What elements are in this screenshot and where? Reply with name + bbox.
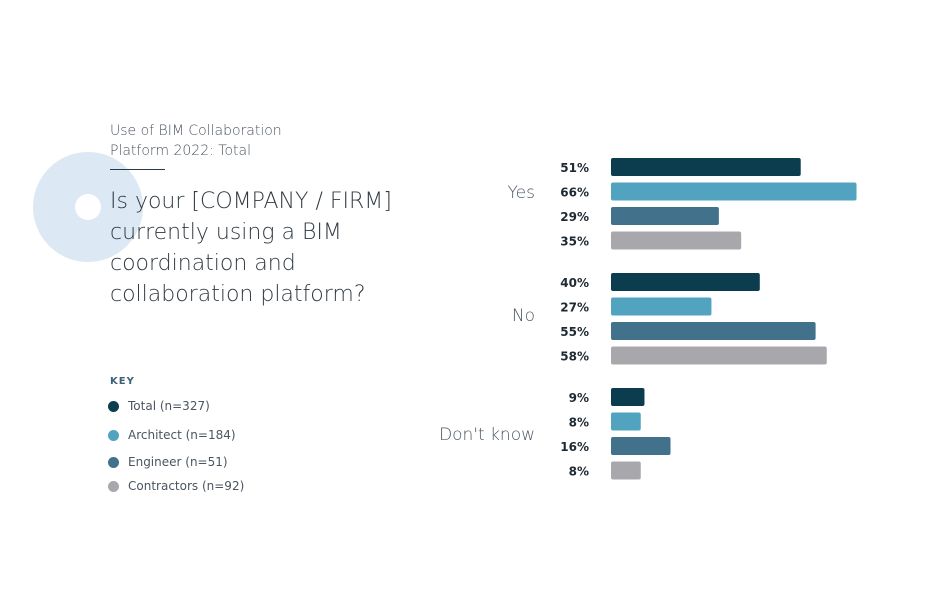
data-label: 16%: [560, 440, 589, 454]
legend-label: Architect (n=184): [128, 428, 236, 442]
decorative-circle-hole: [75, 194, 101, 220]
data-label: 35%: [560, 235, 589, 249]
data-label: 9%: [569, 391, 589, 405]
bar: [611, 207, 719, 225]
data-label: 8%: [569, 416, 589, 430]
chart-subtitle: Use of BIM Collaboration Platform 2022: …: [110, 123, 282, 159]
bar: [611, 437, 671, 455]
legend-dot: [108, 400, 119, 412]
data-label: 40%: [560, 276, 589, 290]
legend-label: Engineer (n=51): [128, 455, 228, 469]
bar: [611, 182, 857, 201]
legend-title: KEY: [110, 376, 135, 387]
legend-label: Contractors (n=92): [128, 479, 245, 493]
legend-item: Engineer (n=51): [108, 455, 228, 469]
chart-title: Is your [COMPANY / FIRM] currently using…: [110, 189, 392, 307]
bar: [611, 461, 641, 480]
legend-item: Total (n=327): [108, 399, 210, 413]
data-label: 55%: [560, 325, 589, 339]
data-label: 66%: [560, 186, 589, 200]
legend-dot: [108, 456, 119, 468]
bar: [611, 231, 742, 250]
legend-item: Architect (n=184): [108, 428, 236, 442]
data-label: 29%: [560, 210, 589, 224]
data-label: 51%: [560, 161, 589, 175]
legend-item: Contractors (n=92): [108, 479, 244, 493]
category-label: Don't know: [439, 425, 535, 445]
category-label: Yes: [508, 183, 535, 203]
bar: [611, 297, 712, 316]
legend-label: Total (n=327): [128, 399, 210, 413]
data-label: 58%: [560, 350, 589, 364]
data-label: 27%: [560, 301, 589, 315]
divider: [110, 169, 165, 170]
bar: [611, 346, 827, 365]
data-label: 8%: [569, 465, 589, 479]
bar: [611, 388, 645, 406]
legend-dot: [108, 480, 119, 492]
bar: [611, 273, 760, 291]
bar: [611, 412, 641, 431]
legend-dot: [108, 429, 119, 441]
bar: [611, 322, 816, 340]
category-label: No: [512, 306, 535, 326]
bar: [611, 158, 801, 176]
